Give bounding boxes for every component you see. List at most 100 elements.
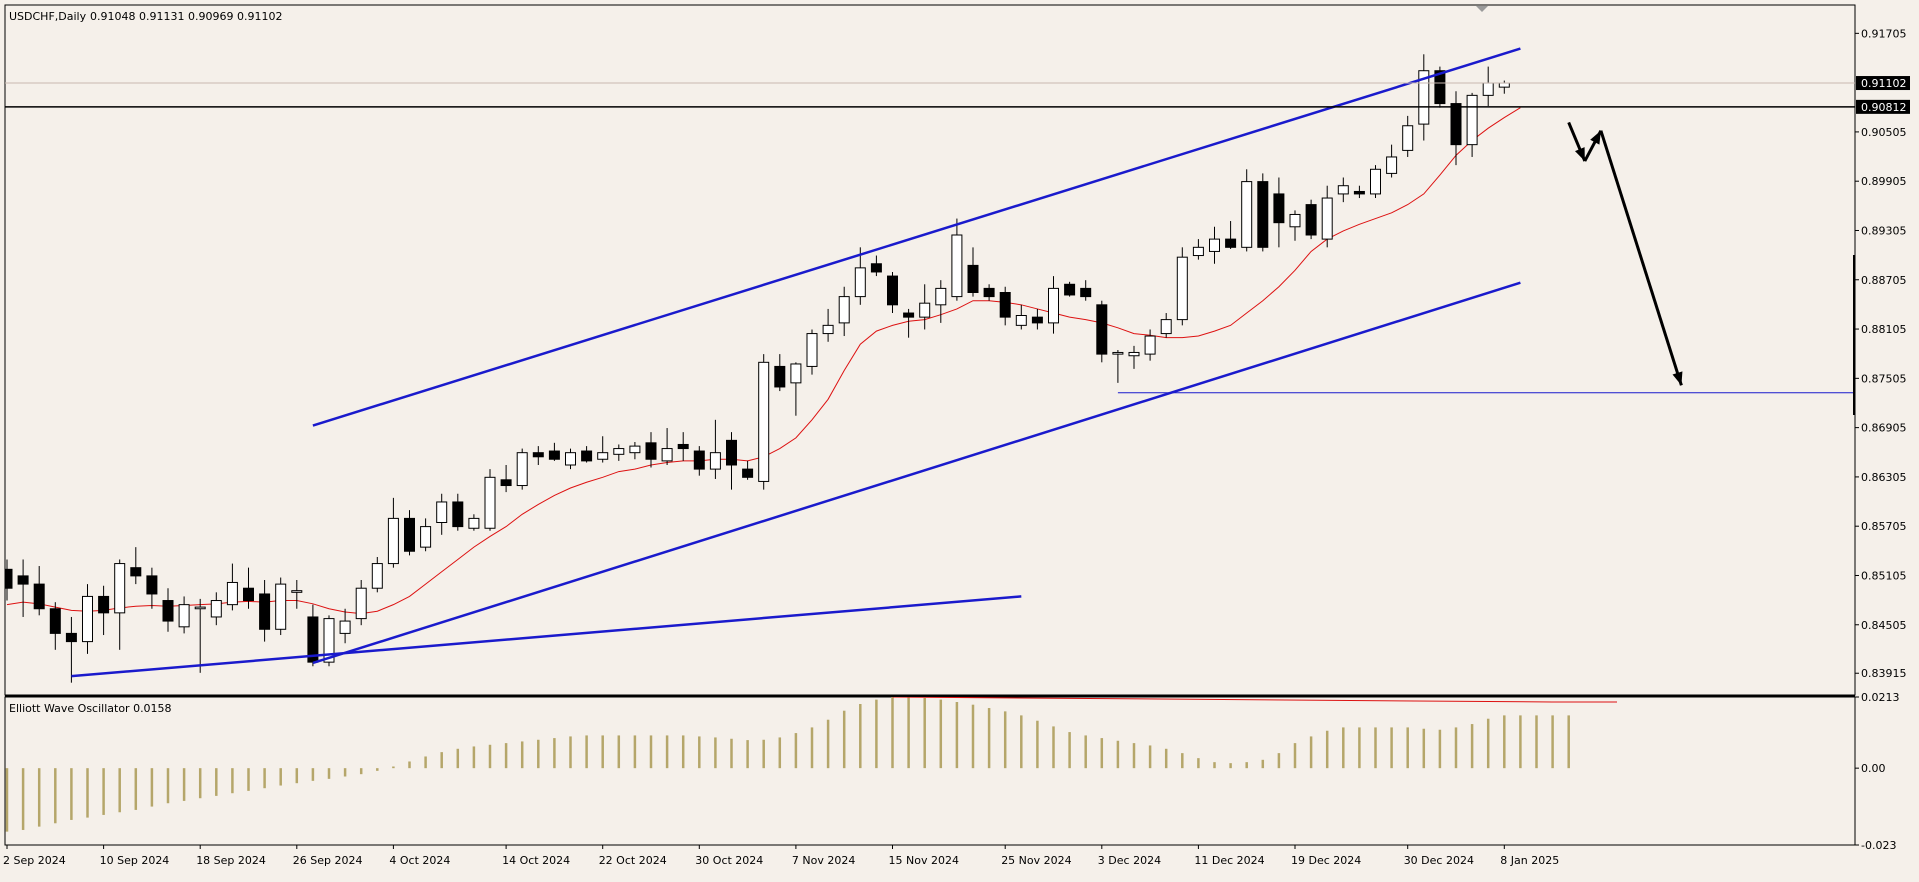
time-tick-label: 18 Sep 2024: [196, 854, 266, 867]
candle-bull: [597, 452, 609, 460]
level-price-tag: 0.90812: [1861, 101, 1907, 114]
candle-bull: [178, 604, 190, 628]
chart-symbol-label: USDCHF,Daily: [9, 10, 87, 23]
current-price-tag: 0.91102: [1861, 77, 1907, 90]
price-tick-label: 0.89305: [1861, 224, 1907, 237]
candle-bull: [1498, 82, 1510, 88]
time-tick-label: 30 Oct 2024: [695, 854, 763, 867]
oscillator-tick-label: 0.0213: [1861, 691, 1900, 704]
time-tick-label: 7 Nov 2024: [792, 854, 855, 867]
projection-segment: [1599, 130, 1683, 386]
candle-bull: [339, 620, 351, 634]
candle-bear: [259, 593, 271, 630]
candle-bull: [838, 296, 850, 324]
candle-bear: [243, 587, 254, 602]
price-tick-label: 0.89905: [1861, 175, 1907, 188]
candle-bull: [1402, 125, 1414, 151]
time-tick-label: 10 Sep 2024: [100, 854, 170, 867]
time-axis: 2 Sep 2024 10 Sep 2024 18 Sep 2024 26 Sep 2…: [3, 845, 1559, 867]
candle-bull: [1386, 156, 1398, 174]
candle-bull: [1176, 256, 1188, 321]
price-tick-label: 0.84505: [1861, 619, 1907, 632]
price-tick-label: 0.88705: [1861, 274, 1907, 287]
candle-bull: [291, 590, 303, 593]
candle-bull: [1048, 287, 1059, 324]
candle-bear: [49, 608, 61, 634]
time-tick-label: 30 Dec 2024: [1404, 854, 1474, 867]
time-tick-label: 15 Nov 2024: [889, 854, 959, 867]
chart-shift-marker[interactable]: [1476, 6, 1488, 12]
candle-bear: [500, 479, 512, 487]
arrow-head: [1575, 147, 1585, 162]
price-panel: [4, 4, 1856, 696]
candle-bear: [532, 452, 544, 458]
oscillator-axis: 0.0213 0.00 -0.023: [1855, 691, 1900, 852]
price-tick-label: 0.83915: [1861, 667, 1907, 680]
candle-bear: [65, 632, 77, 643]
candle-bear: [1096, 304, 1108, 355]
channel-lower: [312, 281, 1521, 665]
candle-bull: [114, 563, 126, 614]
candle-bear: [903, 312, 915, 318]
price-tick-label: 0.85705: [1861, 520, 1907, 533]
candle-bull: [484, 476, 496, 529]
candle-bear: [983, 287, 995, 298]
candle-bear: [726, 439, 737, 466]
candle-bull: [1337, 185, 1349, 195]
candle-bull: [1466, 94, 1478, 146]
candle-bear: [33, 583, 45, 610]
candle-bear: [1450, 103, 1462, 146]
candle-bull: [82, 595, 93, 643]
candles: [5, 54, 1510, 683]
candle-bull: [806, 333, 818, 367]
candle-bear: [404, 517, 415, 552]
price-tick-label: 0.91705: [1861, 27, 1907, 40]
candle-bear: [870, 263, 882, 273]
time-tick-label: 3 Dec 2024: [1098, 854, 1161, 867]
candle-bear: [162, 600, 174, 622]
arrow-head: [1672, 371, 1683, 386]
level-price-tag-bg: [1856, 99, 1910, 114]
price-tick-label: 0.86905: [1861, 422, 1907, 435]
candle-bear: [693, 450, 705, 470]
candle-bull: [951, 234, 963, 298]
chart-ohlc-label: 0.91048 0.91131 0.90969 0.91102: [90, 10, 282, 23]
price-tick-label: 0.88105: [1861, 323, 1907, 336]
time-tick-label: 2 Sep 2024: [3, 854, 66, 867]
candle-bull: [935, 287, 947, 306]
candle-bull: [436, 501, 448, 524]
arrow-head: [1590, 130, 1601, 145]
time-tick-label: 19 Dec 2024: [1291, 854, 1361, 867]
candle-bull: [629, 445, 641, 454]
candle-bear: [774, 365, 786, 388]
oscillator-tick-label: 0.00: [1861, 762, 1886, 775]
time-tick-label: 8 Jan 2025: [1500, 854, 1559, 867]
candle-bear: [887, 275, 898, 306]
candle-bull: [420, 526, 432, 548]
current-price-tag-bg: [1856, 76, 1910, 91]
time-tick-label: 4 Oct 2024: [389, 854, 450, 867]
price-axis: 0.91705 0.90505 0.89905 0.89305 0.88705 0.881…: [1855, 27, 1910, 680]
candle-bull: [1128, 351, 1140, 357]
oscillator-signal-line: [892, 697, 1617, 703]
candle-bull: [1321, 197, 1333, 240]
time-tick-label: 26 Sep 2024: [293, 854, 363, 867]
candle-bull: [854, 267, 866, 298]
time-tick-label: 25 Nov 2024: [1001, 854, 1071, 867]
candle-bull: [468, 517, 480, 529]
scroll-marker[interactable]: [1853, 255, 1855, 415]
price-tick-label: 0.90505: [1861, 126, 1907, 139]
candle-bull: [758, 361, 770, 482]
trend-drawings: [5, 47, 1855, 678]
price-tick-label: 0.85105: [1861, 569, 1907, 582]
candle-bull: [1209, 238, 1220, 252]
candle-bull: [822, 324, 834, 335]
candle-bear: [1031, 316, 1043, 324]
candle-bear: [5, 568, 13, 589]
candle-bear: [146, 575, 158, 595]
candle-bear: [1225, 238, 1237, 248]
candle-bear: [742, 468, 754, 478]
candle-bear: [98, 595, 110, 614]
lower-trendline: [71, 595, 1022, 678]
